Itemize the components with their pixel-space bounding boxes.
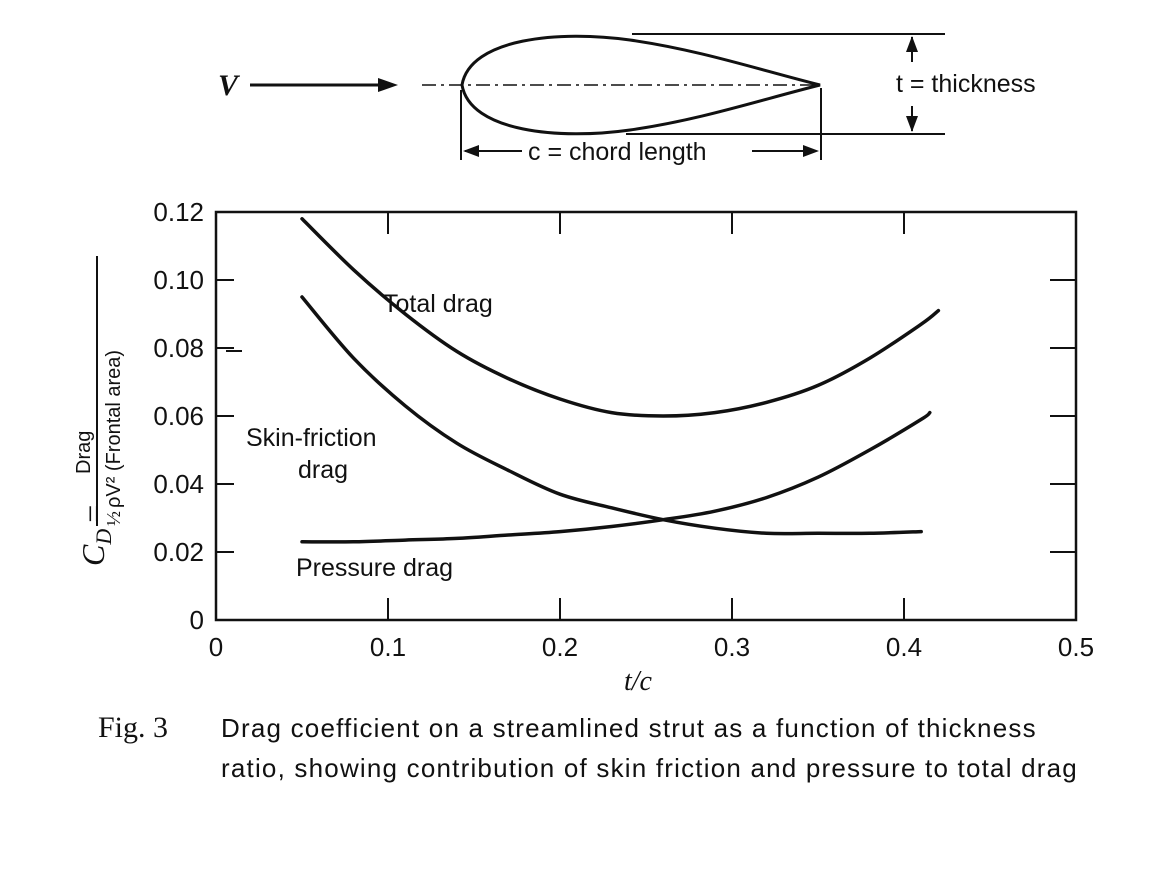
x-tick-label: 0.1 [370, 632, 406, 662]
y-label-half: ½ [103, 511, 125, 526]
y-tick-label: 0.10 [153, 265, 204, 295]
caption-number: Fig. 3 [98, 711, 169, 744]
chart: 0 0.1 0.2 0.3 0.4 0.5 0 0.02 0.04 0.06 0.08 0.10 0.… [73, 197, 1094, 697]
velocity-arrowhead [378, 78, 398, 92]
total-drag-label: Total drag [383, 290, 493, 318]
y-label-eq: = [75, 505, 111, 523]
y-tick-label: 0.04 [153, 469, 204, 499]
x-axis-label: t/c [624, 666, 653, 697]
y-axis-label: CD = Drag ½ ρV² (Frontal area) [73, 256, 125, 566]
y-tick-label: 0.12 [153, 197, 204, 227]
skin-friction-label-line1: Skin-friction [246, 424, 377, 452]
thickness-arrowhead-top [906, 36, 918, 52]
series-layer [300, 217, 941, 544]
chord-label: c = chord length [528, 138, 707, 166]
y-tick-label: 0.06 [153, 401, 204, 431]
y-label-denominator: ρV² (Frontal area) [103, 350, 125, 508]
x-tick-label: 0 [209, 632, 223, 662]
x-tick-label: 0.2 [542, 632, 578, 662]
skin-friction-label-line2: drag [298, 456, 348, 484]
x-tick-label: 0.4 [886, 632, 922, 662]
thickness-arrowhead-bottom [906, 116, 918, 132]
y-label-numerator: Drag [73, 431, 95, 474]
chord-arrowhead-left [463, 145, 479, 157]
svg-text:CD=: CD = [75, 505, 116, 566]
x-tick-label: 0.3 [714, 632, 750, 662]
y-tick-label: 0 [190, 605, 204, 635]
y-ticks: 0 0.02 0.04 0.06 0.08 0.10 0.12 [153, 197, 1076, 635]
chord-arrowhead-right [803, 145, 819, 157]
x-tick-label: 0.5 [1058, 632, 1094, 662]
thickness-label: t = thickness [896, 70, 1036, 98]
pressure-drag-label: Pressure drag [296, 554, 453, 582]
pressure-drag-curve [300, 410, 932, 544]
velocity-label: V [218, 69, 241, 102]
airfoil-shape [460, 34, 821, 136]
caption-text: Drag coefficient on a streamlined strut … [221, 713, 1078, 783]
total-drag-curve [300, 217, 941, 418]
y-label-sub: D [91, 529, 116, 546]
y-label-c: C [75, 544, 111, 566]
x-ticks: 0 0.1 0.2 0.3 0.4 0.5 [209, 212, 1094, 662]
skin-friction-drag-curve [300, 295, 923, 536]
y-tick-label: 0.02 [153, 537, 204, 567]
y-tick-label: 0.08 [153, 333, 204, 363]
airfoil-diagram: V t = thickness c = chord length [218, 33, 1036, 166]
